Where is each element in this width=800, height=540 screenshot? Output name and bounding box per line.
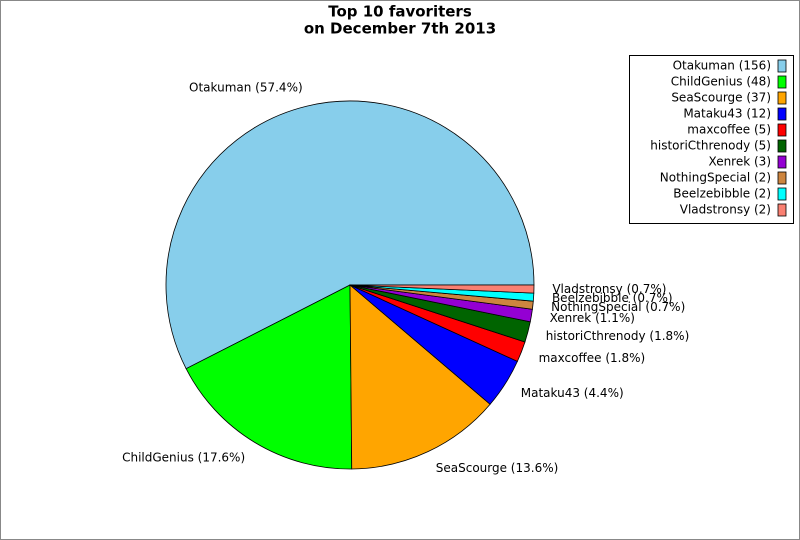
chart-title: on December 7th 2013 <box>304 20 496 38</box>
legend-swatch <box>777 107 787 121</box>
legend-swatch <box>777 123 787 137</box>
legend-swatch <box>777 187 787 201</box>
legend-swatch <box>777 139 787 153</box>
legend-label: Xenrek (3) <box>709 155 771 169</box>
legend-label: Otakuman (156) <box>673 59 771 73</box>
legend-label: Vladstronsy (2) <box>680 203 771 217</box>
slice-label: Mataku43 (4.4%) <box>521 386 624 400</box>
legend-swatch <box>777 171 787 185</box>
legend-label: SeaScourge (37) <box>671 91 771 105</box>
legend-label: Beelzebibble (2) <box>673 187 771 201</box>
chart-title: Top 10 favoriters <box>328 3 472 21</box>
legend-label: Mataku43 (12) <box>683 107 771 121</box>
legend-box <box>629 55 794 224</box>
pie-slice <box>349 284 535 294</box>
slice-label: NothingSpecial (0.7%) <box>551 300 685 314</box>
pie-slice <box>165 100 535 370</box>
legend-swatch <box>777 59 787 73</box>
slice-label: SeaScourge (13.6%) <box>436 461 559 475</box>
slice-label: Vladstronsy (0.7%) <box>552 282 666 296</box>
slice-label: historiCthrenody (1.8%) <box>546 329 690 343</box>
pie-slice <box>349 284 491 470</box>
legend-swatch <box>777 75 787 89</box>
slice-label: ChildGenius (17.6%) <box>122 451 245 465</box>
slice-label: Xenrek (1.1%) <box>550 311 635 325</box>
legend-label: maxcoffee (5) <box>687 123 771 137</box>
slice-label: maxcoffee (1.8%) <box>539 351 646 365</box>
pie-slice <box>185 284 353 470</box>
legend-label: NothingSpecial (2) <box>660 171 771 185</box>
legend-swatch <box>777 91 787 105</box>
slice-label: Beelzebibble (0.7%) <box>552 291 673 305</box>
slice-label: Otakuman (57.4%) <box>189 81 303 95</box>
legend-swatch <box>777 155 787 169</box>
legend-label: historiCthrenody (5) <box>650 139 771 153</box>
legend-label: ChildGenius (48) <box>671 75 771 89</box>
legend-swatch <box>777 203 787 217</box>
